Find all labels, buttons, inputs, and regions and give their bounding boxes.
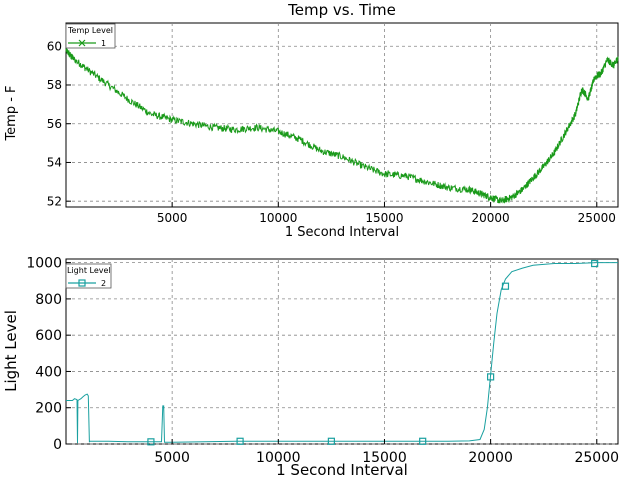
light-series	[66, 259, 618, 446]
light-legend: Light Level 2	[65, 263, 112, 289]
temp-chart: Temp vs. Time 5000 10000 15000 20000 25000 5…	[4, 1, 619, 240]
temp-y-ticks: 52 54 56 58 60	[47, 39, 71, 208]
light-y-tick-label: 0	[53, 437, 62, 453]
temp-legend-x-marker	[78, 39, 86, 47]
light-data-point	[591, 259, 599, 268]
light-y-tick-label: 800	[35, 292, 62, 308]
light-y-ticks: 0 200 400 600 800 1000	[26, 256, 71, 453]
temp-y-tick-label: 60	[47, 39, 62, 53]
temp-x-tick-label: 10000	[259, 211, 297, 225]
light-x-tick-label: 10000	[256, 450, 301, 466]
temp-x-axis-label: 1 Second Interval	[285, 225, 399, 240]
temp-legend-title: Temp Level	[67, 26, 113, 35]
light-data-point	[147, 438, 155, 446]
light-x-tick-label: 25000	[574, 450, 619, 466]
temp-y-tick-label: 58	[47, 78, 62, 92]
light-y-tick-label: 400	[35, 364, 62, 380]
temp-x-tick-label: 5000	[157, 211, 188, 225]
light-x-tick-label: 5000	[154, 450, 190, 466]
temp-y-tick-label: 56	[47, 117, 62, 131]
temp-chart-title: Temp vs. Time	[287, 1, 396, 19]
light-x-tick-label: 15000	[362, 450, 407, 466]
light-data-point	[327, 437, 335, 445]
temp-y-tick-label: 54	[47, 156, 62, 170]
temp-legend-box	[65, 23, 116, 49]
temp-legend-entry: 1	[101, 39, 106, 48]
temp-y-tick-label: 52	[47, 194, 62, 208]
light-data-point	[236, 437, 244, 445]
light-chart: 5000 10000 15000 20000 25000 0 200 400 600 800 10…	[2, 256, 619, 479]
temp-x-tick-label: 25000	[578, 211, 616, 225]
temp-y-axis-label: Temp - F	[4, 85, 19, 141]
light-y-tick-label: 1000	[26, 256, 62, 272]
light-legend-title: Light Level	[67, 266, 111, 275]
light-legend-entry: 2	[101, 279, 106, 288]
light-x-tick-label: 20000	[468, 450, 513, 466]
temp-x-tick-label: 20000	[472, 211, 510, 225]
light-data-point	[419, 437, 427, 445]
temp-plot-area	[65, 22, 619, 208]
light-data-point	[487, 373, 495, 381]
temp-grid	[66, 23, 618, 207]
temp-series	[65, 47, 619, 204]
light-plot-area	[65, 258, 619, 445]
temp-x-ticks: 5000 10000 15000 20000 25000	[157, 202, 616, 225]
light-y-tick-label: 200	[35, 401, 62, 417]
temp-series-line	[65, 47, 619, 204]
light-legend-square-marker	[78, 279, 86, 287]
light-y-tick-label: 600	[35, 328, 62, 344]
light-x-ticks: 5000 10000 15000 20000 25000	[154, 439, 619, 466]
light-legend-box	[65, 263, 112, 289]
temp-legend: Temp Level 1	[65, 23, 116, 49]
light-y-axis-label: Light Level	[2, 310, 20, 392]
light-x-axis-label: 1 Second Interval	[276, 461, 408, 479]
light-grid	[66, 259, 618, 445]
temp-x-tick-label: 15000	[365, 211, 403, 225]
light-data-point	[501, 282, 510, 290]
light-series-line	[66, 262, 618, 444]
